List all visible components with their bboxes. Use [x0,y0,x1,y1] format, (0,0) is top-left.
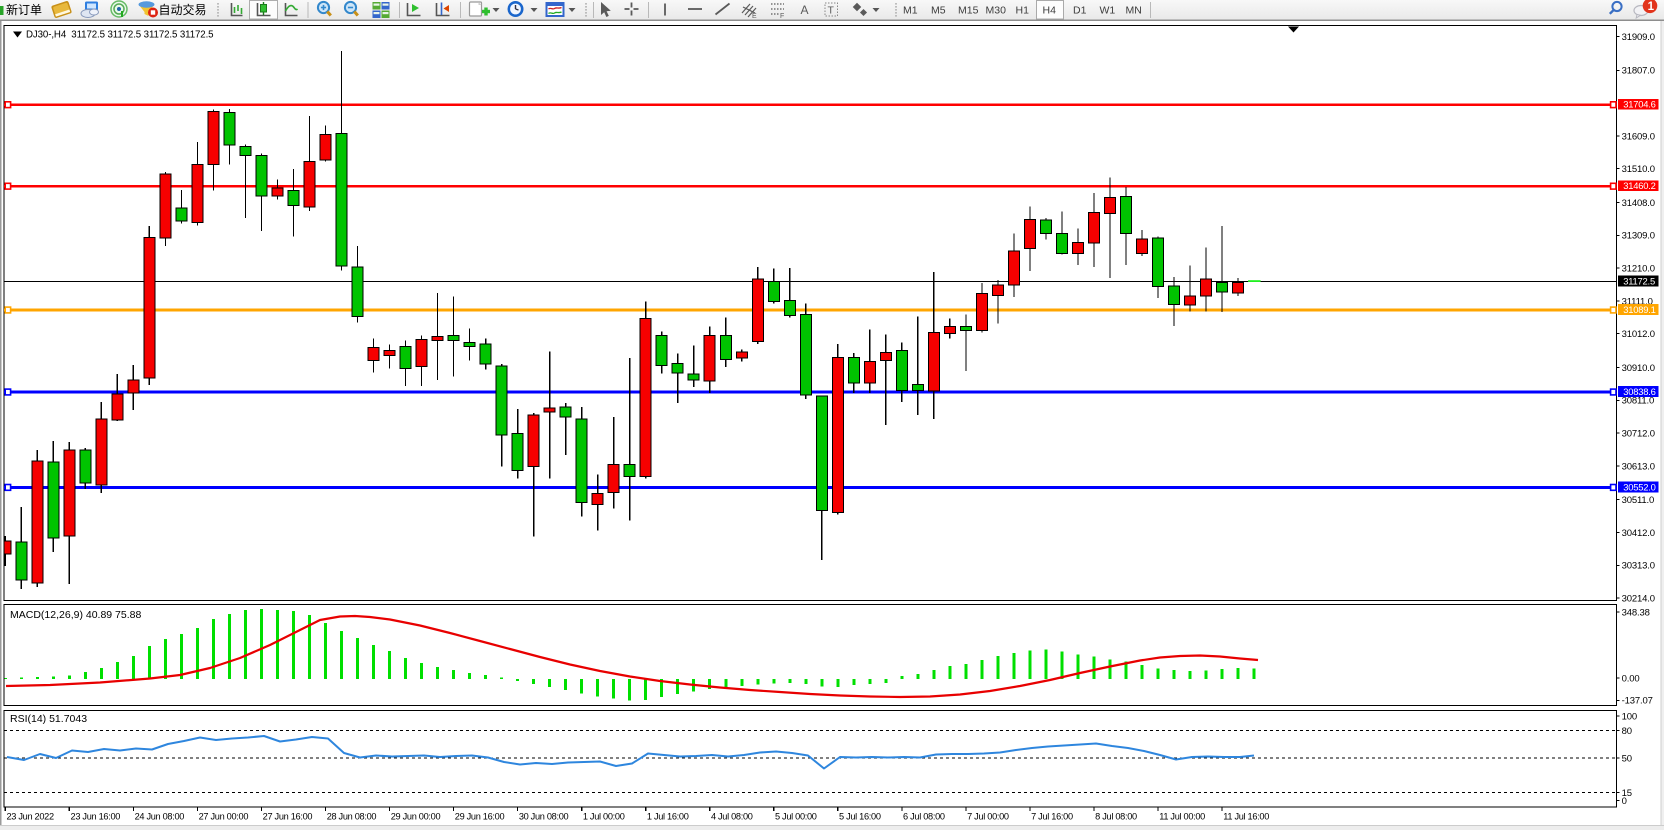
svg-text:28 Jun 08:00: 28 Jun 08:00 [327,812,377,822]
svg-text:5 Jul 16:00: 5 Jul 16:00 [839,812,881,822]
svg-text:4 Jul 08:00: 4 Jul 08:00 [711,812,753,822]
svg-text:348.38: 348.38 [1622,607,1650,618]
svg-text:15: 15 [1622,788,1632,799]
svg-text:M5: M5 [931,5,946,17]
svg-text:30214.0: 30214.0 [1622,594,1655,605]
svg-text:31609.0: 31609.0 [1622,131,1655,142]
svg-text:27 Jun 00:00: 27 Jun 00:00 [199,812,249,822]
svg-text:T: T [828,5,835,17]
svg-text:M1: M1 [903,5,918,17]
svg-text:M15: M15 [958,5,979,17]
svg-text:31704.6: 31704.6 [1623,99,1656,110]
svg-text:30 Jun 08:00: 30 Jun 08:00 [519,812,569,822]
svg-text:30613.0: 30613.0 [1622,461,1655,472]
svg-text:30838.6: 30838.6 [1623,386,1656,397]
svg-text:29 Jun 00:00: 29 Jun 00:00 [391,812,441,822]
svg-text:F: F [780,13,784,20]
svg-text:5 Jul 00:00: 5 Jul 00:00 [775,812,817,822]
svg-text:31111.0: 31111.0 [1622,296,1653,307]
svg-text:E: E [752,13,757,20]
svg-text:31408.0: 31408.0 [1622,198,1655,209]
svg-text:31807.0: 31807.0 [1622,66,1655,77]
svg-text:7 Jul 00:00: 7 Jul 00:00 [967,812,1009,822]
svg-text:A: A [801,3,809,17]
svg-text:H4: H4 [1043,5,1057,17]
svg-text:31172.5: 31172.5 [1623,275,1655,286]
svg-text:11 Jul 16:00: 11 Jul 16:00 [1223,812,1269,822]
svg-text:新订单: 新订单 [6,2,42,17]
svg-text:23 Jun 16:00: 23 Jun 16:00 [71,812,121,822]
svg-text:D1: D1 [1073,5,1087,17]
svg-text:30811.0: 30811.0 [1622,396,1655,407]
svg-text:MACD(12,26,9) 40.89 75.88: MACD(12,26,9) 40.89 75.88 [10,609,141,621]
svg-text:31460.2: 31460.2 [1623,180,1656,191]
svg-text:1 Jul 16:00: 1 Jul 16:00 [647,812,689,822]
svg-text:23 Jun 2022: 23 Jun 2022 [7,812,54,822]
svg-text:100: 100 [1622,711,1637,722]
svg-text:RSI(14) 51.7043: RSI(14) 51.7043 [10,713,87,725]
svg-text:31089.1: 31089.1 [1623,304,1656,315]
svg-text:80: 80 [1622,726,1632,737]
svg-text:MN: MN [1126,5,1142,17]
svg-text:29 Jun 16:00: 29 Jun 16:00 [455,812,505,822]
svg-text:50: 50 [1622,753,1632,764]
svg-text:24 Jun 08:00: 24 Jun 08:00 [135,812,185,822]
svg-text:8 Jul 08:00: 8 Jul 08:00 [1095,812,1137,822]
svg-text:6 Jul 08:00: 6 Jul 08:00 [903,812,945,822]
svg-text:自动交易: 自动交易 [159,2,207,17]
svg-text:W1: W1 [1100,5,1116,17]
svg-text:30910.0: 30910.0 [1622,363,1655,374]
svg-text:30552.0: 30552.0 [1623,481,1656,492]
svg-text:31210.0: 31210.0 [1622,264,1655,275]
svg-text:H1: H1 [1016,5,1030,17]
svg-text:M30: M30 [986,5,1007,17]
svg-text:31309.0: 31309.0 [1622,231,1655,242]
svg-text:31909.0: 31909.0 [1622,32,1655,43]
svg-text:30313.0: 30313.0 [1622,561,1655,572]
svg-text:-137.07: -137.07 [1622,696,1653,707]
svg-text:31510.0: 31510.0 [1622,164,1655,175]
svg-text:1 Jul 00:00: 1 Jul 00:00 [583,812,625,822]
svg-text:31012.0: 31012.0 [1622,329,1655,340]
svg-text:30412.0: 30412.0 [1622,528,1655,539]
svg-text:30712.0: 30712.0 [1622,429,1655,440]
svg-text:11 Jul 00:00: 11 Jul 00:00 [1159,812,1205,822]
svg-text:30511.0: 30511.0 [1622,495,1655,506]
svg-text:27 Jun 16:00: 27 Jun 16:00 [263,812,313,822]
svg-text:1: 1 [1648,1,1655,13]
svg-text:0: 0 [1622,796,1627,807]
svg-text:DJ30-,H4 31172.5 31172.5 3117: DJ30-,H4 31172.5 31172.5 31172.5 31172.5 [26,30,213,41]
svg-text:7 Jul 16:00: 7 Jul 16:00 [1031,812,1073,822]
svg-text:0.00: 0.00 [1622,673,1640,684]
